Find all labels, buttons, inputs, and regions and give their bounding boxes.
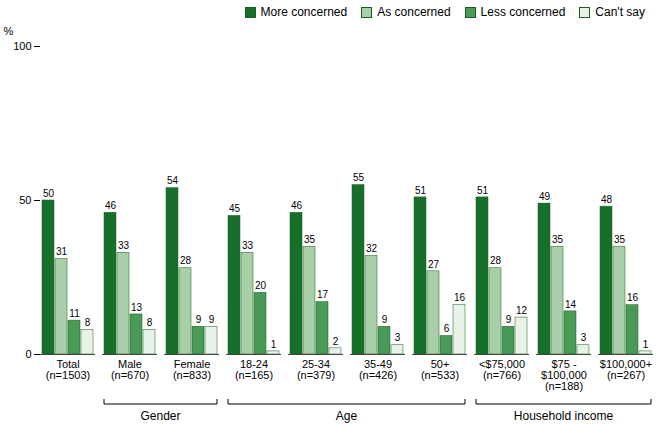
html-text:Can't say: Can't say xyxy=(595,5,645,19)
svg-text:33: 33 xyxy=(242,240,254,251)
svg-text:2: 2 xyxy=(333,336,339,347)
svg-text:Female(n=833): Female(n=833) xyxy=(173,358,211,381)
svg-text:<$75,000(n=766): <$75,000(n=766) xyxy=(479,358,525,381)
svg-text:35: 35 xyxy=(552,234,564,245)
svg-text:Male(n=670): Male(n=670) xyxy=(111,358,149,381)
svg-text:16: 16 xyxy=(454,292,466,303)
svg-text:50: 50 xyxy=(19,194,31,206)
svg-text:32: 32 xyxy=(366,243,378,254)
svg-text:13: 13 xyxy=(131,302,143,313)
svg-text:Gender: Gender xyxy=(140,409,180,423)
svg-text:35: 35 xyxy=(304,234,316,245)
svg-text:9: 9 xyxy=(196,314,202,325)
svg-text:51: 51 xyxy=(477,185,489,196)
svg-text:33: 33 xyxy=(118,240,130,251)
svg-text:Age: Age xyxy=(336,409,358,423)
svg-text:Total(n=1503): Total(n=1503) xyxy=(46,358,90,381)
svg-text:35-49(n=426): 35-49(n=426) xyxy=(359,358,397,381)
svg-text:100: 100 xyxy=(13,40,31,52)
svg-text:45: 45 xyxy=(229,203,241,214)
svg-text:14: 14 xyxy=(565,299,577,310)
svg-text:54: 54 xyxy=(167,175,179,186)
svg-text:9: 9 xyxy=(506,314,512,325)
svg-text:20: 20 xyxy=(255,280,267,291)
svg-text:35: 35 xyxy=(614,234,626,245)
svg-text:31: 31 xyxy=(56,246,68,257)
svg-text:28: 28 xyxy=(180,255,192,266)
svg-text:55: 55 xyxy=(353,172,365,183)
svg-text:27: 27 xyxy=(428,259,440,270)
svg-text:9: 9 xyxy=(209,314,215,325)
svg-text:1: 1 xyxy=(271,339,277,350)
svg-text:9: 9 xyxy=(382,314,388,325)
svg-text:18-24(n=165): 18-24(n=165) xyxy=(235,358,273,381)
html-text:More concerned: More concerned xyxy=(260,5,348,19)
svg-text:$100,000+(n=267): $100,000+(n=267) xyxy=(600,358,652,381)
svg-text:50+(n=533): 50+(n=533) xyxy=(421,358,459,381)
svg-text:3: 3 xyxy=(395,332,401,343)
svg-text:28: 28 xyxy=(490,255,502,266)
svg-text:1: 1 xyxy=(643,339,649,350)
svg-text:0: 0 xyxy=(25,348,31,360)
svg-text:8: 8 xyxy=(85,317,91,328)
svg-text:12: 12 xyxy=(516,305,528,316)
svg-text:6: 6 xyxy=(444,323,450,334)
svg-text:3: 3 xyxy=(581,332,587,343)
html-text:As concerned: As concerned xyxy=(377,5,451,19)
svg-text:11: 11 xyxy=(69,308,80,319)
svg-text:$75 -$100,000(n=188): $75 -$100,000(n=188) xyxy=(541,358,587,392)
svg-text:51: 51 xyxy=(415,185,427,196)
svg-text:%: % xyxy=(4,25,14,37)
svg-text:49: 49 xyxy=(539,191,551,202)
svg-text:8: 8 xyxy=(147,317,153,328)
svg-text:17: 17 xyxy=(317,289,329,300)
svg-text:50: 50 xyxy=(43,188,55,199)
svg-text:25-34(n=379): 25-34(n=379) xyxy=(297,358,335,381)
svg-text:46: 46 xyxy=(291,200,303,211)
html-text:Less concerned: Less concerned xyxy=(480,5,566,19)
svg-text:48: 48 xyxy=(601,194,613,205)
svg-text:Household income: Household income xyxy=(514,409,614,423)
svg-text:46: 46 xyxy=(105,200,117,211)
svg-text:16: 16 xyxy=(627,292,639,303)
